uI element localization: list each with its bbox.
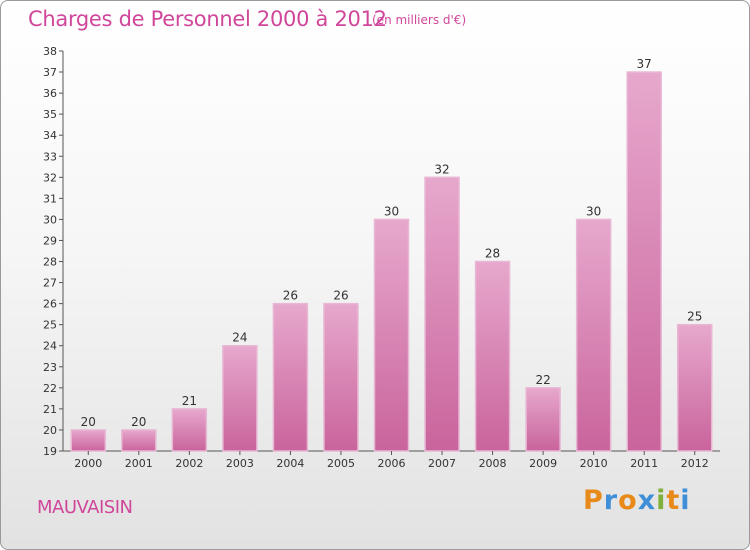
proxiti-logo[interactable]: Proxiti bbox=[583, 485, 691, 516]
logo-letter: o bbox=[618, 485, 638, 516]
y-tick-label: 35 bbox=[43, 108, 57, 121]
y-tick-label: 21 bbox=[43, 403, 57, 416]
y-tick-label: 36 bbox=[43, 87, 57, 100]
bar-2004 bbox=[272, 302, 309, 452]
data-label-2009: 22 bbox=[535, 373, 550, 387]
bar-2008 bbox=[474, 260, 511, 452]
x-tick-label-2007: 2007 bbox=[428, 457, 456, 470]
data-label-2007: 32 bbox=[434, 162, 449, 176]
x-tick-label-2005: 2005 bbox=[327, 457, 355, 470]
x-tick-label-2008: 2008 bbox=[479, 457, 507, 470]
bar-2010 bbox=[575, 218, 612, 452]
y-tick-label: 32 bbox=[43, 171, 57, 184]
data-label-2000: 20 bbox=[81, 415, 96, 429]
logo-letter: P bbox=[583, 485, 604, 516]
x-tick-label-2001: 2001 bbox=[125, 457, 153, 470]
data-label-2010: 30 bbox=[586, 204, 601, 218]
bar-2009 bbox=[525, 387, 561, 452]
bar-2005 bbox=[323, 302, 359, 452]
logo-letter: t bbox=[666, 485, 681, 516]
y-tick-label: 37 bbox=[43, 66, 57, 79]
logo-letter: i bbox=[680, 485, 691, 516]
y-tick-label: 28 bbox=[43, 256, 57, 269]
data-label-2005: 26 bbox=[333, 289, 348, 303]
x-tick-label-2003: 2003 bbox=[226, 457, 254, 470]
bar-2006 bbox=[373, 218, 410, 452]
bar-2002 bbox=[171, 408, 208, 452]
bar-2003 bbox=[222, 344, 258, 452]
y-tick-label: 22 bbox=[43, 382, 57, 395]
logo-letter: x bbox=[637, 485, 657, 516]
y-tick-label: 38 bbox=[43, 45, 57, 58]
data-label-2003: 24 bbox=[232, 331, 247, 345]
y-tick-label: 26 bbox=[43, 298, 57, 311]
data-label-2006: 30 bbox=[384, 204, 399, 218]
y-tick-label: 23 bbox=[43, 361, 57, 374]
y-tick-label: 29 bbox=[43, 234, 57, 247]
bar-2007 bbox=[424, 176, 460, 452]
data-label-2001: 20 bbox=[131, 415, 146, 429]
x-tick-label-2006: 2006 bbox=[378, 457, 406, 470]
y-tick-label: 24 bbox=[43, 340, 57, 353]
bar-2001 bbox=[121, 429, 157, 452]
data-label-2012: 25 bbox=[687, 310, 702, 324]
data-label-2008: 28 bbox=[485, 247, 500, 261]
y-tick-label: 20 bbox=[43, 424, 57, 437]
x-tick-label-2012: 2012 bbox=[681, 457, 709, 470]
data-label-2004: 26 bbox=[283, 289, 298, 303]
bar-2011 bbox=[626, 71, 662, 452]
data-label-2002: 21 bbox=[182, 394, 197, 408]
x-tick-label-2011: 2011 bbox=[630, 457, 658, 470]
bar-2012 bbox=[676, 323, 713, 452]
x-tick-label-2004: 2004 bbox=[276, 457, 304, 470]
logo-letter: r bbox=[603, 485, 619, 516]
x-tick-label-2010: 2010 bbox=[580, 457, 608, 470]
y-tick-label: 27 bbox=[43, 277, 57, 290]
chart-subtitle: (en milliers d'€) bbox=[372, 13, 467, 27]
commune-name: MAUVAISIN bbox=[37, 497, 133, 518]
y-tick-label: 33 bbox=[43, 150, 57, 163]
bar-2000 bbox=[70, 429, 107, 452]
y-tick-label: 31 bbox=[43, 192, 57, 205]
y-tick-label: 25 bbox=[43, 319, 57, 332]
data-label-2011: 37 bbox=[637, 57, 652, 71]
x-tick-label-2000: 2000 bbox=[74, 457, 102, 470]
x-tick-label-2002: 2002 bbox=[175, 457, 203, 470]
x-tick-label-2009: 2009 bbox=[529, 457, 557, 470]
chart-title: Charges de Personnel 2000 à 2012 bbox=[28, 7, 387, 31]
y-tick-label: 19 bbox=[43, 445, 57, 458]
y-tick-label: 30 bbox=[43, 213, 57, 226]
logo-letter: i bbox=[656, 485, 667, 516]
y-tick-label: 34 bbox=[43, 129, 57, 142]
